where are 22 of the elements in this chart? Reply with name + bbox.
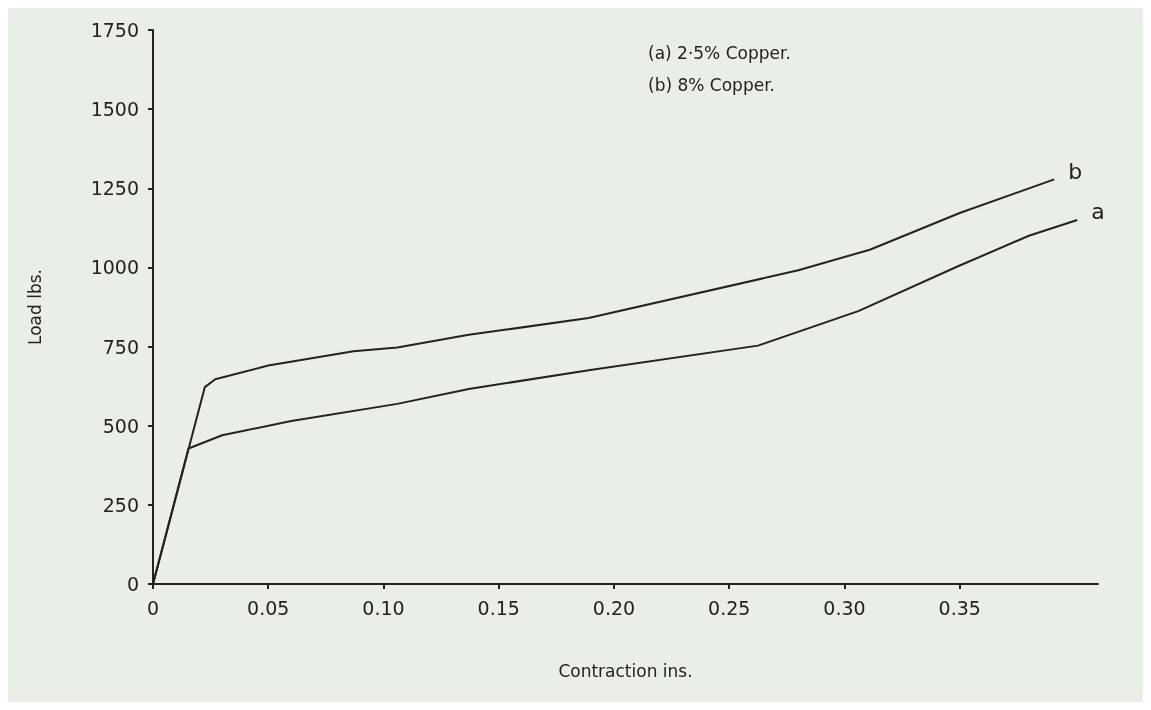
x-tick-label: 0.10 <box>362 596 405 619</box>
x-axis-title: Contraction ins. <box>558 660 693 681</box>
y-tick-label: 1000 <box>90 256 139 279</box>
y-tick-label: 500 <box>102 414 139 437</box>
x-tick-label: 0.35 <box>938 596 981 619</box>
x-tick-label: 0.25 <box>708 596 751 619</box>
x-tick-label: 0.20 <box>592 596 636 619</box>
annotation: (b) 8% Copper. <box>648 74 775 95</box>
y-tick-label: 0 <box>126 573 139 595</box>
y-tick-label: 750 <box>102 335 139 358</box>
y-tick-label: 250 <box>102 493 139 516</box>
x-tick-label: 0.15 <box>477 596 520 619</box>
x-tick-label: 0 <box>146 596 160 619</box>
annotation: (a) 2·5% Copper. <box>648 42 791 63</box>
x-tick-label: 0.30 <box>823 596 866 619</box>
x-tick-label: 0.05 <box>247 596 290 619</box>
series-label: b <box>1068 158 1083 184</box>
y-axis-title: Load lbs. <box>24 269 45 345</box>
y-tick-label: 1250 <box>90 177 139 200</box>
y-tick-label: 1750 <box>90 19 139 41</box>
series-label: a <box>1091 199 1105 225</box>
y-tick-label: 1500 <box>90 98 139 121</box>
